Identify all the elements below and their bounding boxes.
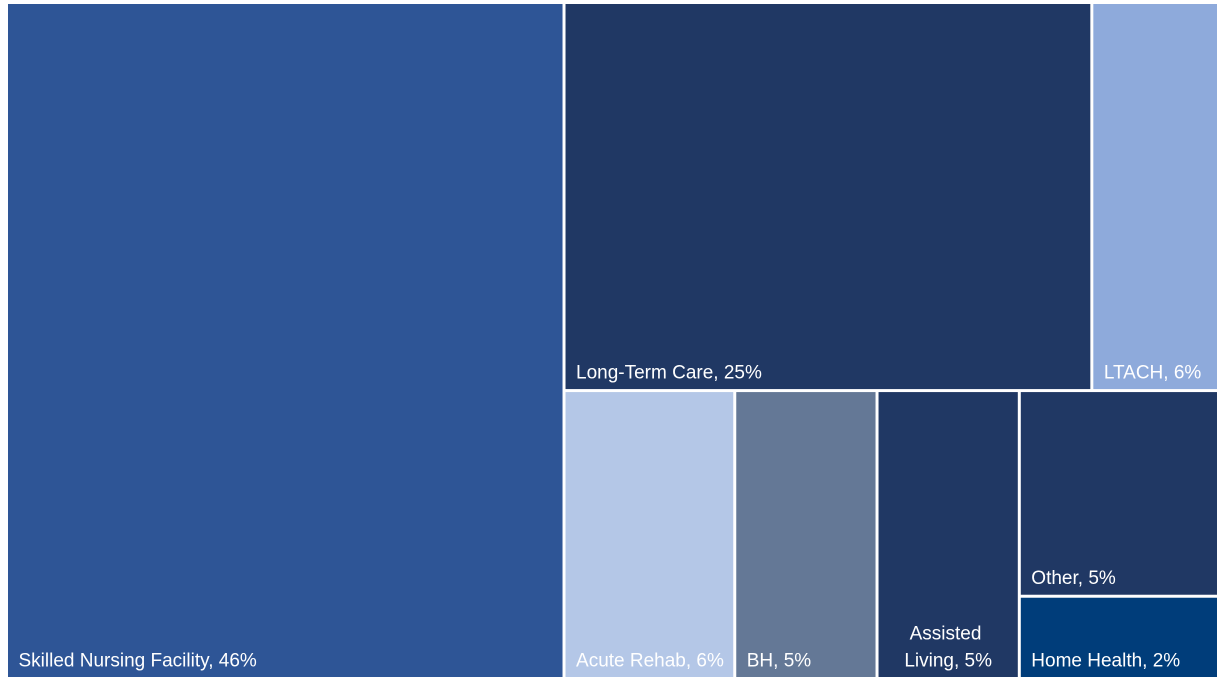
cell-label: Other, 5%: [1031, 568, 1116, 589]
treemap-cell: [736, 392, 876, 677]
treemap-cell: [1020, 392, 1217, 595]
label-line: Assisted: [910, 624, 987, 645]
treemap-cell: [565, 4, 1091, 390]
label-line: Living, 5%: [904, 651, 992, 672]
cell-label: Acute Rehab, 6%: [576, 651, 724, 672]
cell-label: Long-Term Care, 25%: [576, 363, 762, 384]
treemap-cell: [1020, 597, 1217, 677]
treemap-cell: [878, 392, 1018, 677]
cell-label: BH, 5%: [747, 651, 812, 672]
treemap-cell: [1093, 4, 1217, 390]
treemap-cell: [565, 392, 734, 677]
cell-label: Assisted Living, 5%: [904, 624, 992, 672]
cell-label: Skilled Nursing Facility, 46%: [19, 651, 257, 672]
cell-label: LTACH, 6%: [1104, 363, 1202, 384]
treemap-cell: [8, 4, 563, 677]
cell-label: Home Health, 2%: [1031, 651, 1180, 672]
